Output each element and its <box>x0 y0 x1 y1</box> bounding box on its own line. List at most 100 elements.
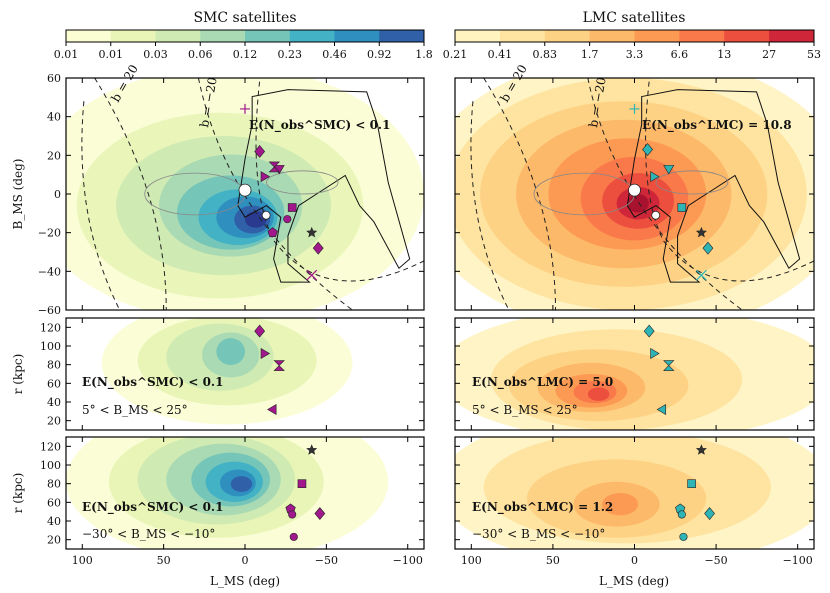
x-tick-label: 50 <box>546 554 560 567</box>
smc-mid-range: 5° < B_MS < 25° <box>82 403 188 417</box>
y-label-top: B_MS (deg) <box>11 159 25 230</box>
colorbar-tick-label: 0.06 <box>188 48 213 61</box>
lmc-bot-expectation: E(N_obs^LMC) = 1.2 <box>472 500 613 515</box>
colorbar-tick-label: 1.8 <box>415 48 433 61</box>
colorbar-tick-label: 0.21 <box>443 48 468 61</box>
colorbar-tick-label: 0.03 <box>143 48 168 61</box>
lmc-mid-density <box>455 318 814 430</box>
satellite-x <box>695 269 707 281</box>
satellite-circle <box>677 510 686 519</box>
density-contour <box>627 194 649 213</box>
colorbar-tick-label: 3.3 <box>626 48 644 61</box>
satellite-hourglass <box>663 360 675 371</box>
colorbar-segment <box>379 30 425 42</box>
smc-sky-density <box>66 78 424 310</box>
y-tick-label: 80 <box>47 478 61 491</box>
lmc-mid-range: 5° < B_MS < 25° <box>472 403 578 417</box>
colorbar-segment <box>200 30 246 42</box>
colorbar-tick-label: 53 <box>807 48 821 61</box>
smc-colorbar: 0.01 0.01 0.03 0.06 0.12 0.23 0.46 0.92 1.8 <box>54 29 433 61</box>
x-label-smc: L_MS (deg) <box>210 574 280 588</box>
x-tick-label: −50 <box>704 554 727 567</box>
x-tick-label: 0 <box>242 554 249 567</box>
satellite-diamond <box>704 507 715 521</box>
y-tick-label: 20 <box>47 149 61 162</box>
x-tick-label: 100 <box>72 554 93 567</box>
b-line-left <box>94 78 167 310</box>
x-tick-label: −100 <box>393 554 423 567</box>
satellite-plus <box>629 103 640 114</box>
y-tick-label: 60 <box>47 377 61 390</box>
lmc-sky-density <box>455 78 814 310</box>
lmc-mid-satellites <box>643 324 675 415</box>
y-tick-label: 80 <box>47 359 61 372</box>
lmc-position <box>628 183 641 197</box>
y-tick-label: −20 <box>38 227 61 240</box>
colorbar-tick-label: 1.7 <box>581 48 599 61</box>
satellite-plus <box>240 103 250 114</box>
satellite-diamond <box>314 507 326 521</box>
satellite-square <box>677 203 687 212</box>
y-tick-label: 100 <box>40 459 61 472</box>
b-line-far <box>470 101 510 310</box>
colorbar-tick-label: 6.6 <box>671 48 689 61</box>
colorbar-segment <box>589 30 635 42</box>
b-line-mid <box>587 78 743 310</box>
hi-contour <box>655 170 729 195</box>
smc-position <box>651 210 661 220</box>
y-tick-label: 40 <box>47 111 61 124</box>
colorbar-segment <box>110 30 156 42</box>
colorbar-segment <box>769 30 815 42</box>
x-label-lmc: L_MS (deg) <box>599 574 669 588</box>
satellite-star <box>695 444 707 455</box>
smc-sky-overlay <box>81 78 424 310</box>
satellite-triangle-right <box>650 347 660 359</box>
lmc-bot-range: −30° < B_MS < −10° <box>472 527 605 541</box>
y-tick-label: 120 <box>40 440 61 453</box>
colorbar-segment <box>245 30 291 42</box>
colorbar-tick-label: 0.46 <box>322 48 347 61</box>
density-contour <box>230 476 253 492</box>
colorbar-segment <box>289 30 335 42</box>
b-line-mid <box>197 78 353 310</box>
smc-bot-range: −30° < B_MS < −10° <box>82 527 215 541</box>
lmc-mid-expectation: E(N_obs^LMC) = 5.0 <box>472 375 613 390</box>
colorbar-tick-label: 13 <box>717 48 731 61</box>
smc-mid-expectation: E(N_obs^SMC) < 0.1 <box>82 375 223 390</box>
lmc-colorbar-title: LMC satellites <box>583 10 686 26</box>
lmc-sky-satellites <box>628 103 714 281</box>
satellite-triangle-right <box>260 347 271 359</box>
y-tick-label: 60 <box>47 496 61 509</box>
satellite-diamond <box>643 324 655 338</box>
satellite-diamond <box>312 241 324 255</box>
lmc-top-expectation: E(N_obs^LMC) = 10.8 <box>642 118 792 133</box>
colorbar-tick-label: 27 <box>762 48 776 61</box>
y-tick-label: 20 <box>47 534 61 547</box>
smc-sky-satellites <box>238 103 324 281</box>
y-tick-label: −40 <box>38 265 61 278</box>
satellite-diamond <box>254 144 266 158</box>
lmc-colorbar: 0.21 0.41 0.83 1.7 3.3 6.6 13 27 53 <box>443 29 821 61</box>
colorbar-segment <box>634 30 680 42</box>
satellite-diamond <box>254 324 266 338</box>
satellite-x <box>306 269 318 281</box>
colorbar-tick-label: 0.12 <box>233 48 258 61</box>
y-tick-label: 40 <box>47 396 61 409</box>
satellite-triangle-right <box>260 171 271 183</box>
lmc-bot-density <box>455 437 814 549</box>
axes-ticks: 60 40 20 0 −20 −40 −60 120 100 80 60 40 20 100 50 0 −50 −… <box>38 72 814 567</box>
colorbar-segment <box>455 30 501 42</box>
satellite-circle <box>288 510 297 519</box>
x-tick-label: −50 <box>315 554 338 567</box>
b-line-left <box>483 78 557 310</box>
colorbar-tick-label: 0.01 <box>99 48 124 61</box>
colorbar-tick-label: 0.01 <box>54 48 79 61</box>
satellite-star <box>306 444 318 455</box>
satellite-diamond <box>642 143 653 157</box>
satellite-square <box>287 203 297 212</box>
y-tick-label: 40 <box>47 515 61 528</box>
colorbar-tick-label: 0.23 <box>278 48 303 61</box>
colorbar-segment <box>679 30 725 42</box>
y-tick-label: 20 <box>47 415 61 428</box>
